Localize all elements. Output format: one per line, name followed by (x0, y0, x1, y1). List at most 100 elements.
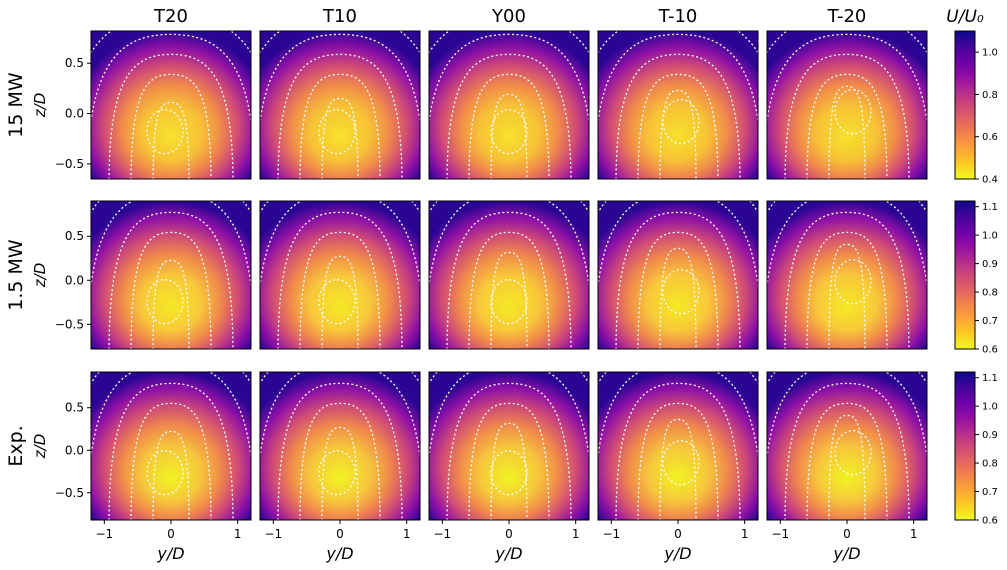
contour-line (615, 382, 741, 520)
contour-line (834, 258, 872, 305)
contour-line (784, 382, 910, 520)
colorbar-tick-label: 0.7 (982, 316, 998, 327)
y-axis-label: z/D (31, 263, 49, 288)
heatmap-field (598, 201, 758, 349)
contour-line (152, 430, 190, 520)
contour-line (659, 247, 697, 349)
y-axis-label: z/D (31, 434, 49, 459)
x-axis-label: y/D (663, 544, 691, 563)
heatmap-field (260, 201, 420, 349)
x-tick-label: −1 (95, 527, 113, 541)
contour-line (152, 101, 190, 179)
heatmap-field (260, 372, 420, 520)
heatmap-field (767, 372, 927, 520)
contour-line (806, 402, 888, 520)
heatmap-field (598, 31, 758, 179)
x-tick-label: 0 (674, 527, 682, 541)
contour-line (659, 418, 697, 520)
column-title: T20 (153, 6, 188, 27)
contour-line (784, 53, 910, 179)
contour-line (318, 449, 356, 496)
panel-frame (766, 30, 928, 180)
contour-line (108, 211, 234, 349)
contour-line (637, 231, 719, 349)
contour-line (637, 402, 719, 520)
contour-line (468, 402, 550, 520)
row-label: Exp. (5, 425, 27, 466)
x-tick-label: −1 (771, 527, 789, 541)
y-tick-label: 0.0 (65, 273, 84, 287)
column-title: Y00 (491, 6, 526, 27)
contour-line (130, 231, 212, 349)
contour-line (146, 108, 184, 155)
colorbar: 0.4 0.6 0.8 1.0 (954, 30, 998, 186)
heatmap-field (91, 372, 251, 520)
column-title: T10 (322, 6, 357, 27)
contour-line (659, 89, 697, 179)
colorbar-gradient (954, 371, 976, 521)
x-tick-label: 0 (336, 527, 344, 541)
contour-line (260, 33, 420, 127)
panel-row: 15 MW z/D −0.5 0.0 0.5 0.4 0.6 0.8 1.0 (5, 30, 998, 186)
heatmap-field (91, 31, 251, 179)
y-tick-label: 0.5 (65, 56, 84, 70)
contour-line (146, 449, 184, 496)
x-axis-label: y/D (156, 544, 184, 563)
y-axis-label: z/D (31, 93, 49, 118)
contour-line (784, 211, 910, 349)
panel-frame (259, 200, 421, 350)
contour-line (446, 382, 572, 520)
x-tick-label: −1 (602, 527, 620, 541)
panel-frame (766, 200, 928, 350)
x-tick-label: 1 (403, 527, 411, 541)
contour-line (490, 449, 528, 496)
panel-frame (90, 30, 252, 180)
heatmap-panel: −0.5 0.0 0.5 −1 0 1 y/D (55, 371, 252, 563)
heatmap-panel (259, 30, 421, 180)
heatmap-panel (428, 30, 590, 180)
colorbar-gradient (954, 30, 976, 180)
contour-line (615, 53, 741, 179)
heatmap-panel (597, 200, 759, 350)
heatmap-field (767, 31, 927, 179)
colorbar-label: U/U₀ (946, 7, 984, 27)
colorbar-tick-label: 1.1 (982, 373, 998, 384)
column-title: T-10 (658, 6, 698, 27)
x-tick-label: 1 (910, 527, 918, 541)
y-tick-label: −0.5 (55, 317, 84, 331)
panel-frame (259, 30, 421, 180)
contour-line (299, 402, 381, 520)
heatmap-panel (766, 200, 928, 350)
x-tick-label: 1 (234, 527, 242, 541)
contour-line (490, 251, 528, 349)
contour-line (130, 402, 212, 520)
contour-line (108, 382, 234, 520)
heatmap-field (429, 31, 589, 179)
contour-line (91, 33, 251, 127)
contour-line (321, 426, 359, 520)
colorbar-tick-label: 0.8 (982, 90, 998, 101)
heatmap-field (429, 201, 589, 349)
contour-line (834, 429, 872, 476)
colorbar: 0.6 0.7 0.8 0.9 1.0 1.1 (954, 371, 998, 527)
colorbar-tick-label: 0.7 (982, 487, 998, 498)
panel-frame (428, 200, 590, 350)
y-tick-label: 0.0 (65, 443, 84, 457)
contour-line (318, 278, 356, 325)
contour-line (277, 211, 403, 349)
colorbar-tick-label: 1.0 (982, 402, 998, 413)
contour-line (108, 53, 234, 179)
colorbar-tick-label: 1.0 (982, 48, 998, 59)
heatmap-panel: −1 0 1 y/D (597, 371, 759, 563)
contour-line (318, 108, 356, 155)
y-tick-label: 0.0 (65, 107, 84, 121)
x-axis-label: y/D (494, 544, 522, 563)
heatmap-field (767, 201, 927, 349)
panel-row: Exp. z/D−0.50.00.5−1 0 1y/D−1 0 1y/D−1 0 1y/D−1… (5, 371, 998, 563)
row-label: 15 MW (5, 72, 27, 138)
contour-line (277, 382, 403, 520)
contour-line (490, 108, 528, 155)
colorbar-tick-label: 0.4 (982, 175, 998, 186)
heatmap-panel: −0.5 0.0 0.5 (55, 30, 252, 180)
